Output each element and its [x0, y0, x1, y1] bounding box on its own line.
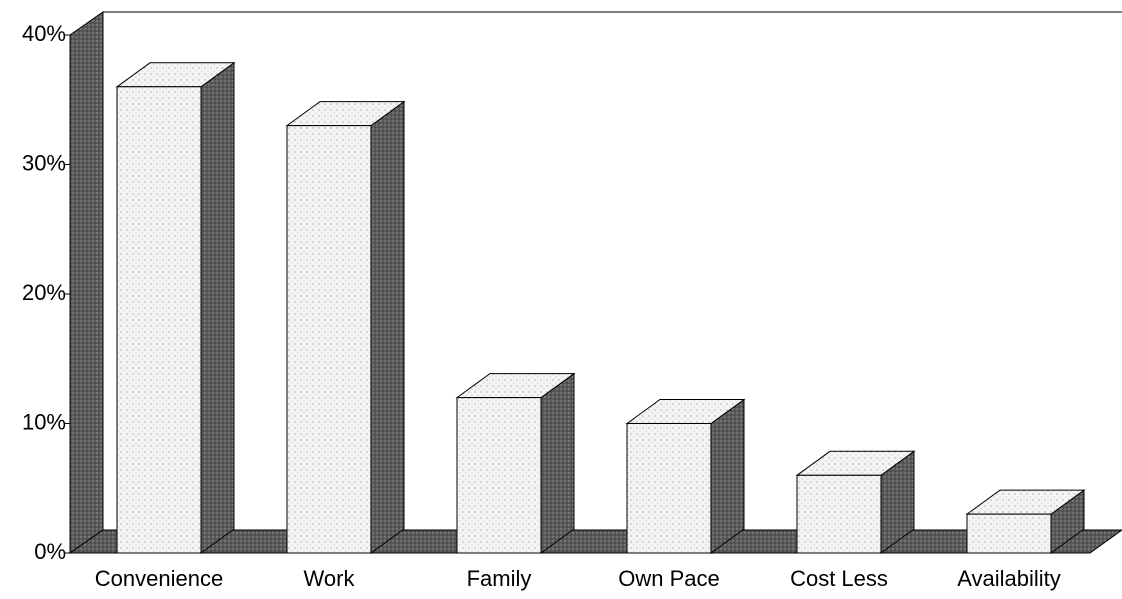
bar-side [710, 398, 745, 554]
bar-side [370, 100, 405, 554]
y-tick-label: 40% [22, 21, 66, 46]
x-tick-label: Convenience [95, 566, 223, 591]
y-tick-label: 10% [22, 409, 66, 434]
x-tick-label: Availability [957, 566, 1061, 591]
x-tick-label: Cost Less [790, 566, 888, 591]
bar [796, 474, 882, 554]
x-tick-label: Family [467, 566, 532, 591]
bar [116, 86, 202, 554]
bar [456, 397, 542, 554]
bar [966, 513, 1052, 554]
bar-side [200, 61, 235, 554]
x-tick-label: Own Pace [618, 566, 720, 591]
bar [286, 125, 372, 554]
y-tick-label: 30% [22, 150, 66, 175]
bar-side [540, 372, 575, 554]
x-tick-label: Work [304, 566, 356, 591]
y-tick-label: 0% [34, 539, 66, 564]
back-wall [69, 11, 104, 554]
bar [626, 423, 712, 554]
y-tick-label: 20% [22, 280, 66, 305]
